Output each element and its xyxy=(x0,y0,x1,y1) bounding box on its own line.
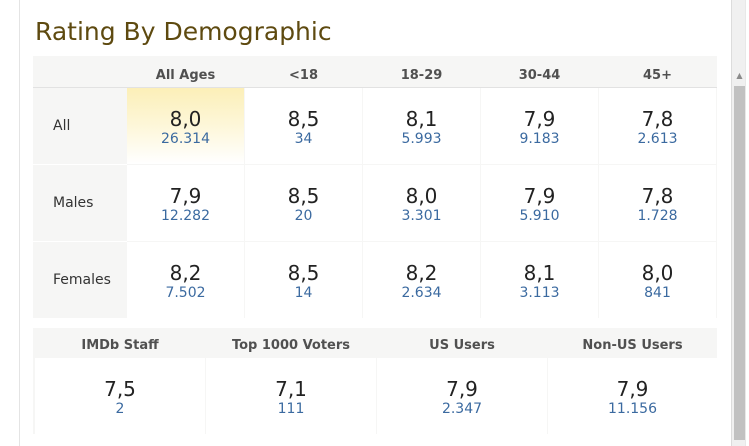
rating-cell-females-30-44: 8,1 3.113 xyxy=(481,242,598,318)
rating-cell-females-18-29: 8,2 2.634 xyxy=(363,242,480,318)
votes-link[interactable]: 11.156 xyxy=(608,401,657,417)
rating-cell-males-45-plus: 7,8 1.728 xyxy=(599,165,716,241)
votes-link[interactable]: 841 xyxy=(644,285,671,301)
column-header-non-us-users: Non-US Users xyxy=(582,338,683,353)
rating-cell-non-us-users: 7,9 11.156 xyxy=(548,358,717,434)
column-header-top-1000-voters: Top 1000 Voters xyxy=(231,338,351,353)
row-divider xyxy=(33,241,127,242)
rating-value: 8,1 xyxy=(405,107,438,131)
rating-cell-females-45-plus: 8,0 841 xyxy=(599,242,716,318)
rating-value: 7,9 xyxy=(169,184,202,208)
votes-link[interactable]: 111 xyxy=(277,401,305,417)
rating-value: 8,5 xyxy=(287,107,320,131)
row-divider xyxy=(33,87,717,88)
rating-cell-us-users: 7,9 2.347 xyxy=(377,358,547,434)
column-header-us-users: US Users xyxy=(429,338,495,353)
rating-cell-top-1000-voters: 7,1 111 xyxy=(206,358,376,434)
row-label-females: Females xyxy=(53,272,111,288)
rating-cell-males-18-29: 8,0 3.301 xyxy=(363,165,480,241)
votes-link[interactable]: 5.910 xyxy=(519,208,560,224)
votes-link[interactable]: 3.301 xyxy=(401,208,442,224)
votes-link[interactable]: 1.728 xyxy=(637,208,678,224)
scroll-up-arrow-icon[interactable]: ▲ xyxy=(736,71,743,80)
rating-value: 7,8 xyxy=(641,184,674,208)
votes-link[interactable]: 14 xyxy=(294,285,313,301)
votes-link[interactable]: 34 xyxy=(294,131,313,147)
rating-cell-males-30-44: 7,9 5.910 xyxy=(481,165,598,241)
votes-link[interactable]: 9.183 xyxy=(519,131,560,147)
rating-cell-all-45-plus: 7,8 2.613 xyxy=(599,88,716,164)
votes-link[interactable]: 7.502 xyxy=(165,285,206,301)
rating-value: 8,0 xyxy=(169,107,202,131)
rating-cell-males-all-ages: 7,9 12.282 xyxy=(127,165,244,241)
rating-value: 7,9 xyxy=(446,377,478,401)
rating-value: 8,1 xyxy=(523,261,556,285)
rating-cell-all-18-29: 8,1 5.993 xyxy=(363,88,480,164)
rating-value: 8,0 xyxy=(641,261,674,285)
votes-link[interactable]: 20 xyxy=(294,208,313,224)
rating-value: 7,1 xyxy=(275,377,307,401)
rating-cell-imdb-staff: 7,5 2 xyxy=(35,358,205,434)
rating-cell-all-30-44: 7,9 9.183 xyxy=(481,88,598,164)
rating-cell-females-under-18: 8,5 14 xyxy=(245,242,362,318)
rating-value: 8,0 xyxy=(405,184,438,208)
votes-link[interactable]: 26.314 xyxy=(161,131,210,147)
votes-link[interactable]: 5.993 xyxy=(401,131,442,147)
rating-cell-all-all-ages: 8,0 26.314 xyxy=(127,88,244,164)
rating-value: 7,8 xyxy=(641,107,674,131)
votes-link[interactable]: 2.634 xyxy=(401,285,442,301)
rating-value: 8,2 xyxy=(169,261,202,285)
row-label-all: All xyxy=(53,118,71,134)
scrollbar-thumb[interactable] xyxy=(734,86,745,440)
rating-value: 7,9 xyxy=(523,184,556,208)
rating-value: 8,5 xyxy=(287,184,320,208)
rating-value: 7,5 xyxy=(104,377,136,401)
votes-link[interactable]: 12.282 xyxy=(161,208,210,224)
column-header-18-29: 18-29 xyxy=(400,68,443,83)
votes-link[interactable]: 2.613 xyxy=(637,131,678,147)
row-divider xyxy=(33,164,127,165)
window-edge xyxy=(745,0,749,446)
votes-link[interactable]: 3.113 xyxy=(519,285,560,301)
rating-value: 7,9 xyxy=(523,107,556,131)
row-label-males: Males xyxy=(53,195,94,211)
vertical-scrollbar[interactable]: ▲ xyxy=(731,0,746,446)
rating-cell-males-under-18: 8,5 20 xyxy=(245,165,362,241)
votes-link[interactable]: 2.347 xyxy=(441,401,483,417)
column-header-45-plus: 45+ xyxy=(643,68,672,83)
column-header-under-18: <18 xyxy=(289,68,318,83)
votes-link[interactable]: 2 xyxy=(115,401,125,417)
column-header-all-ages: All Ages xyxy=(155,68,216,83)
column-header-30-44: 30-44 xyxy=(518,68,561,83)
rating-value: 7,9 xyxy=(616,377,649,401)
rating-cell-females-all-ages: 8,2 7.502 xyxy=(127,242,244,318)
rating-value: 8,5 xyxy=(287,261,320,285)
page-title: Rating By Demographic xyxy=(35,17,332,46)
column-header-imdb-staff: IMDb Staff xyxy=(81,338,159,353)
rating-cell-all-under-18: 8,5 34 xyxy=(245,88,362,164)
rating-value: 8,2 xyxy=(405,261,438,285)
